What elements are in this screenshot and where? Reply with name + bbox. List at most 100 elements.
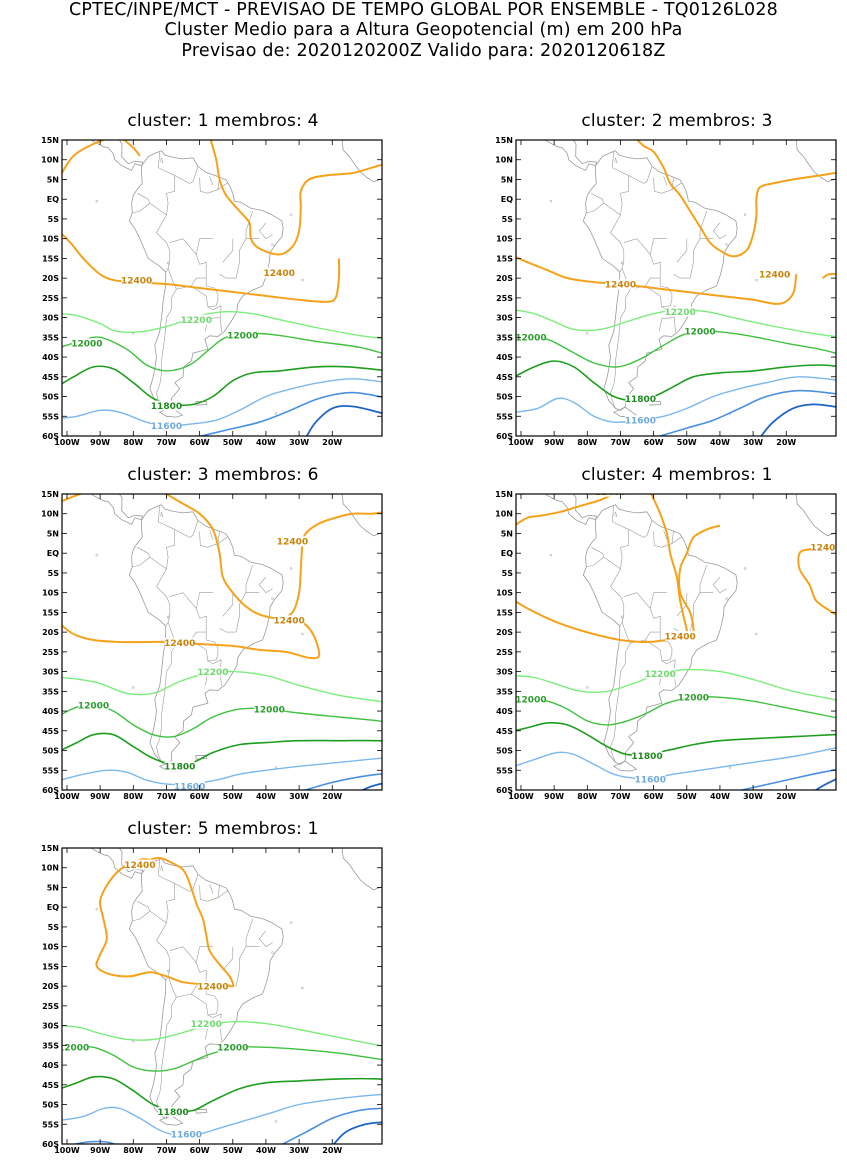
country-border xyxy=(209,176,214,186)
lat-tick-label: EQ xyxy=(47,195,59,204)
contour-label: 11800 xyxy=(631,752,662,762)
lat-tick-label: 5N xyxy=(47,883,59,892)
lat-tick-label: 25S xyxy=(496,294,513,303)
contour-label: 12400 xyxy=(164,639,195,649)
contour-12400 xyxy=(384,907,389,919)
lat-tick-label: 5N xyxy=(501,529,513,538)
coastline xyxy=(612,760,638,772)
lon-tick-label: 60W xyxy=(190,1146,210,1155)
contour-label: 11600 xyxy=(174,782,205,792)
lat-tick-label: EQ xyxy=(501,195,513,204)
lon-tick-label: 100W xyxy=(54,438,80,447)
lat-tick-label: 40S xyxy=(42,353,59,362)
lat-tick-label: 15N xyxy=(41,136,59,145)
country-border xyxy=(157,151,175,216)
coastline xyxy=(795,494,836,537)
lon-tick-label: 50W xyxy=(677,792,697,801)
contour-label: 11800 xyxy=(625,395,656,405)
lat-tick-label: 5N xyxy=(47,529,59,538)
lon-tick-label: 90W xyxy=(544,438,564,447)
contour-label: 11600 xyxy=(625,416,656,426)
contour-11400 xyxy=(657,389,836,436)
lat-tick-label: 5S xyxy=(502,215,514,224)
country-border xyxy=(245,918,260,947)
lat-tick-label: 30S xyxy=(496,668,513,677)
country-border xyxy=(196,946,213,963)
contour-label: 12400 xyxy=(605,281,636,291)
lat-tick-label: 20S xyxy=(42,274,59,283)
lat-tick-label: 15S xyxy=(42,962,59,971)
lat-tick-label: 55S xyxy=(42,766,59,775)
country-border xyxy=(591,547,621,570)
country-border xyxy=(673,262,694,279)
country-border xyxy=(610,214,625,273)
contour-11400 xyxy=(302,773,382,790)
lon-tick-label: 30W xyxy=(289,438,309,447)
lat-tick-label: 10N xyxy=(41,156,59,165)
lon-tick-label: 20W xyxy=(322,1146,342,1155)
lat-tick-label: 5S xyxy=(48,923,60,932)
lon-tick-label: 30W xyxy=(289,1146,309,1155)
lat-tick-label: 60S xyxy=(496,786,513,795)
lat-tick-label: 45S xyxy=(496,373,513,382)
contour-label: 12000 xyxy=(217,1044,248,1054)
contour-12400 xyxy=(209,140,382,256)
lat-tick-label: 15N xyxy=(495,490,513,499)
lat-tick-label: EQ xyxy=(47,549,59,558)
lat-tick-label: 60S xyxy=(496,432,513,441)
coastline xyxy=(544,494,598,525)
country-border xyxy=(239,946,247,971)
lat-tick-label: 20S xyxy=(496,274,513,283)
country-border xyxy=(156,997,177,1117)
contour-label: 12200 xyxy=(664,308,695,318)
coastline xyxy=(649,400,662,406)
lon-tick-label: 90W xyxy=(90,1146,110,1155)
lat-tick-label: 60S xyxy=(42,786,59,795)
lat-tick-label: 55S xyxy=(496,766,513,775)
lat-tick-label: 60S xyxy=(42,1140,59,1149)
country-border xyxy=(217,531,220,544)
contour-11200 xyxy=(305,405,382,436)
lon-tick-label: 100W xyxy=(54,792,80,801)
lat-tick-label: 30S xyxy=(42,668,59,677)
country-border xyxy=(245,210,260,239)
lat-tick-label: 50S xyxy=(496,747,513,756)
contour-12400 xyxy=(516,256,798,305)
lat-tick-label: 25S xyxy=(42,294,59,303)
lon-tick-label: 80W xyxy=(577,438,597,447)
geopotential-map: 12400 12400 12400 12200 12000 12000 11800 11600… xyxy=(41,490,383,801)
coastline xyxy=(90,494,144,525)
contour-label: 11800 xyxy=(151,402,182,412)
lon-tick-label: 40W xyxy=(256,792,276,801)
lon-tick-label: 60W xyxy=(190,438,210,447)
lat-tick-label: 15N xyxy=(495,136,513,145)
contour-label: 12000 xyxy=(227,332,258,342)
lat-tick-label: 35S xyxy=(42,1041,59,1050)
lon-tick-label: 70W xyxy=(610,792,630,801)
panel-title: cluster: 3 membros: 6 xyxy=(127,465,319,485)
country-border xyxy=(132,556,151,568)
lat-tick-label: 15N xyxy=(41,844,59,853)
country-border xyxy=(239,238,247,263)
contour-label: 12400 xyxy=(264,269,295,279)
lat-tick-label: 10S xyxy=(42,943,59,952)
coastline xyxy=(90,848,144,879)
contour-12200 xyxy=(516,308,836,338)
contour-label: 12200 xyxy=(197,668,228,678)
header-line-3: Previsao de: 2020120200Z Valido para: 20… xyxy=(181,41,666,61)
country-border xyxy=(174,520,199,538)
lat-tick-label: 25S xyxy=(42,1002,59,1011)
panel-title: cluster: 2 membros: 3 xyxy=(581,111,773,131)
lon-tick-label: 100W xyxy=(54,1146,80,1155)
contour-12200 xyxy=(62,310,382,340)
lat-tick-label: 15S xyxy=(496,254,513,263)
country-border xyxy=(169,238,207,286)
lat-tick-label: 45S xyxy=(496,727,513,736)
country-border xyxy=(258,576,273,594)
contour-label: 11600 xyxy=(635,776,666,786)
lat-tick-label: 10S xyxy=(42,235,59,244)
coastline xyxy=(582,150,738,411)
lat-tick-label: 40S xyxy=(496,353,513,362)
lat-tick-label: 5S xyxy=(48,569,60,578)
contour-label: 12000 xyxy=(71,339,102,349)
